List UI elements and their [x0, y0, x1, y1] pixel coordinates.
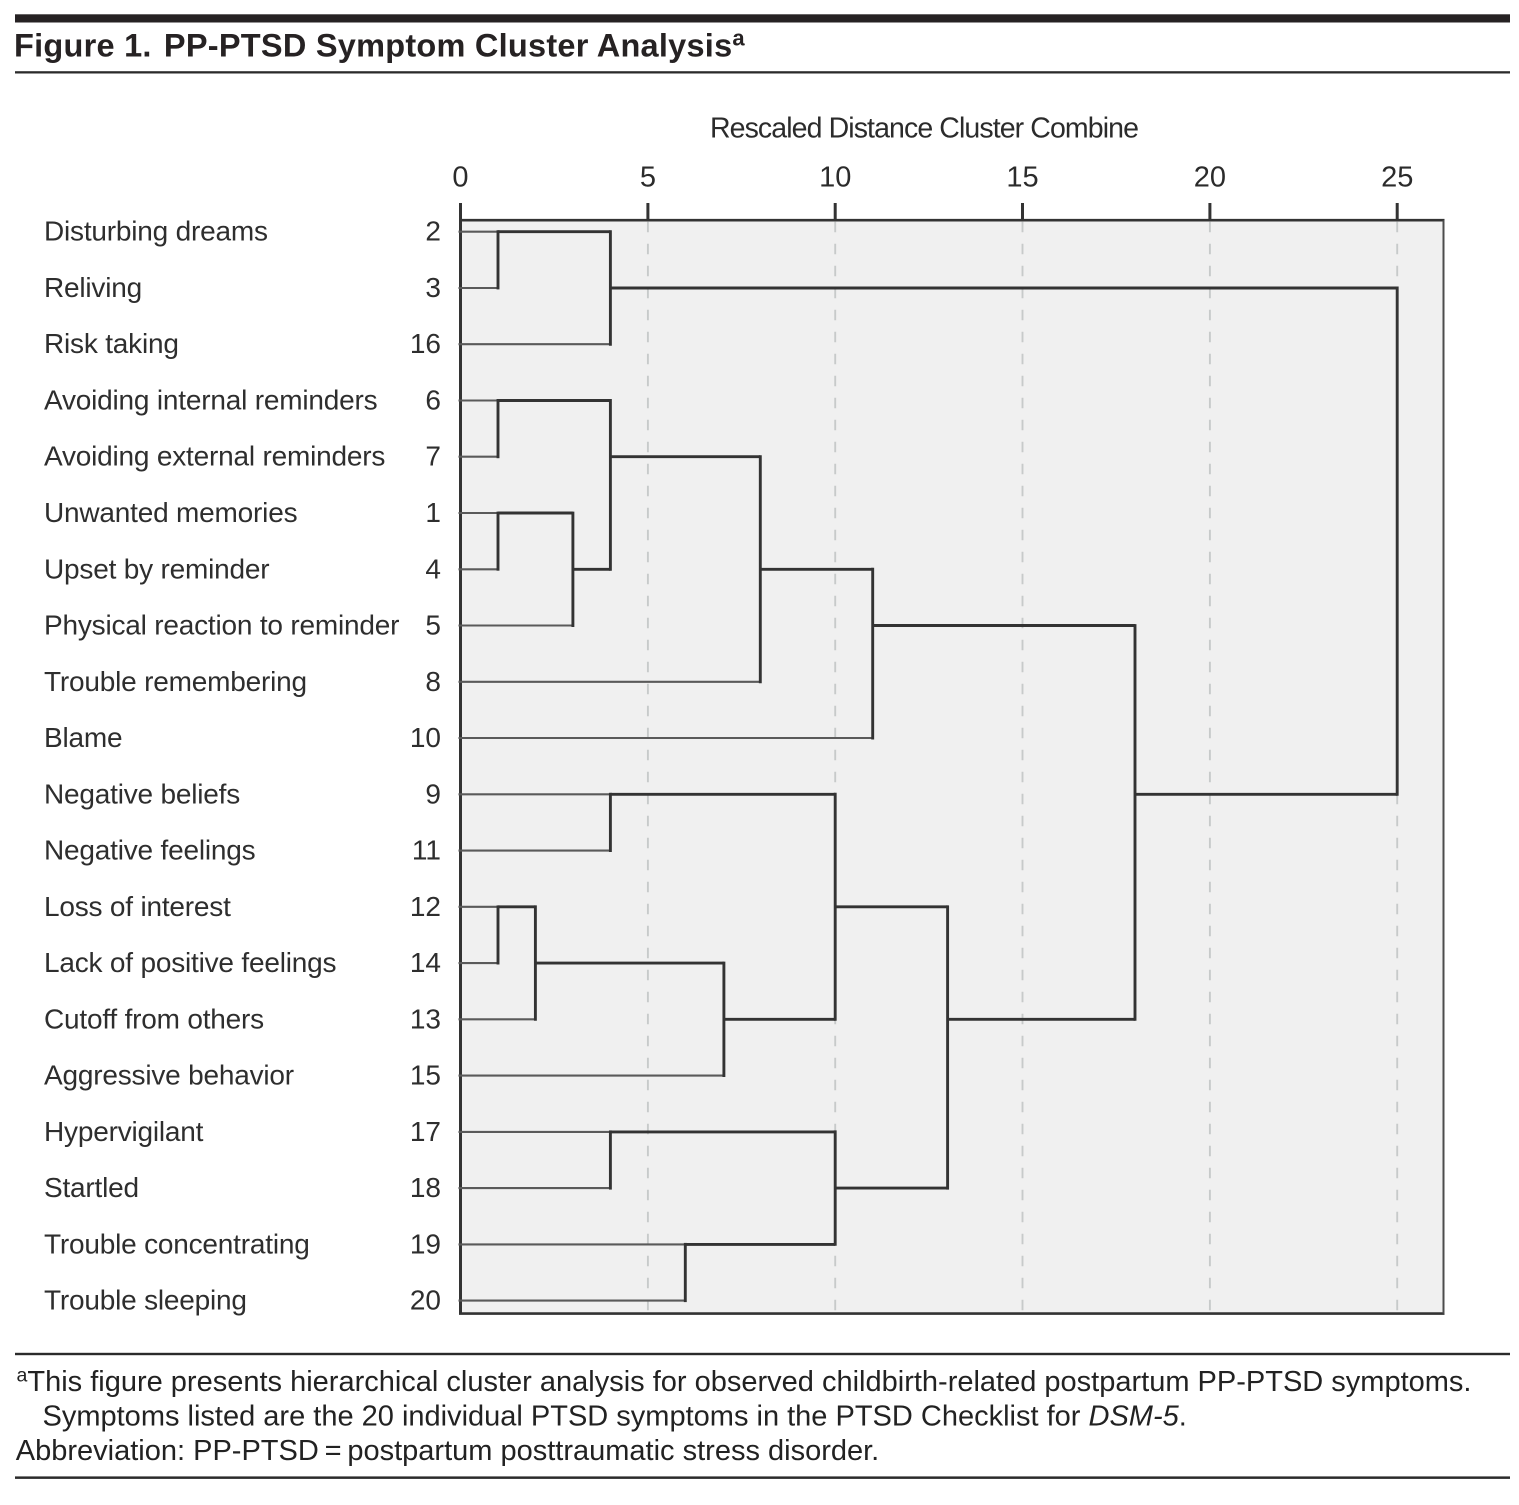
svg-text:1: 1	[425, 497, 441, 528]
svg-text:Loss of interest: Loss of interest	[44, 891, 231, 922]
svg-text:aThis figure presents hierarch: aThis figure presents hierarchical clust…	[17, 1364, 1472, 1398]
svg-text:Startled: Startled	[44, 1172, 139, 1203]
svg-text:Disturbing dreams: Disturbing dreams	[44, 216, 268, 247]
svg-text:20: 20	[410, 1285, 441, 1316]
svg-text:8: 8	[425, 666, 441, 697]
svg-text:7: 7	[425, 441, 441, 472]
svg-text:Lack of positive feelings: Lack of positive feelings	[44, 947, 336, 978]
svg-text:Cutoff from others: Cutoff from others	[44, 1003, 264, 1034]
svg-text:12: 12	[410, 891, 441, 922]
svg-text:Risk taking: Risk taking	[44, 328, 179, 359]
svg-text:Trouble sleeping: Trouble sleeping	[44, 1285, 247, 1316]
svg-text:18: 18	[410, 1172, 441, 1203]
svg-text:Figure 1. PP-PTSD Symptom Clu: Figure 1. PP-PTSD Symptom Cluster Analys…	[14, 25, 745, 63]
svg-text:14: 14	[410, 947, 441, 978]
svg-text:Abbreviation: PP-PTSD = postpa: Abbreviation: PP-PTSD = postpartum postt…	[16, 1435, 879, 1467]
svg-text:Avoiding internal reminders: Avoiding internal reminders	[44, 385, 377, 416]
svg-text:4: 4	[425, 553, 441, 584]
svg-text:13: 13	[410, 1003, 441, 1034]
svg-text:19: 19	[410, 1228, 441, 1259]
svg-text:Reliving: Reliving	[44, 272, 142, 303]
svg-text:Negative feelings: Negative feelings	[44, 835, 255, 866]
svg-text:Avoiding external reminders: Avoiding external reminders	[44, 441, 385, 472]
svg-text:Symptoms listed are the 20 ind: Symptoms listed are the 20 individual PT…	[43, 1400, 1187, 1432]
svg-text:Aggressive behavior: Aggressive behavior	[44, 1060, 294, 1091]
svg-text:0: 0	[452, 162, 468, 194]
svg-text:Rescaled Distance Cluster Comb: Rescaled Distance Cluster Combine	[710, 112, 1138, 144]
svg-text:15: 15	[1006, 162, 1038, 194]
svg-text:2: 2	[425, 216, 441, 247]
svg-text:6: 6	[425, 385, 441, 416]
svg-text:5: 5	[640, 162, 656, 194]
svg-text:20: 20	[1194, 162, 1226, 194]
svg-text:5: 5	[425, 610, 441, 641]
svg-text:10: 10	[410, 722, 441, 753]
svg-text:Physical reaction to reminder: Physical reaction to reminder	[44, 610, 399, 641]
svg-text:3: 3	[425, 272, 441, 303]
svg-text:Unwanted memories: Unwanted memories	[44, 497, 297, 528]
svg-text:11: 11	[412, 835, 441, 866]
svg-text:10: 10	[819, 162, 851, 194]
svg-text:Negative beliefs: Negative beliefs	[44, 778, 240, 809]
svg-text:Trouble remembering: Trouble remembering	[44, 666, 307, 697]
svg-text:9: 9	[425, 778, 441, 809]
svg-text:15: 15	[410, 1060, 441, 1091]
svg-text:Hypervigilant: Hypervigilant	[44, 1116, 204, 1147]
svg-text:Trouble concentrating: Trouble concentrating	[44, 1228, 310, 1259]
svg-text:17: 17	[410, 1116, 441, 1147]
svg-text:25: 25	[1381, 162, 1413, 194]
svg-text:Upset by reminder: Upset by reminder	[44, 553, 269, 584]
svg-text:Blame: Blame	[44, 722, 122, 753]
svg-text:16: 16	[410, 328, 441, 359]
